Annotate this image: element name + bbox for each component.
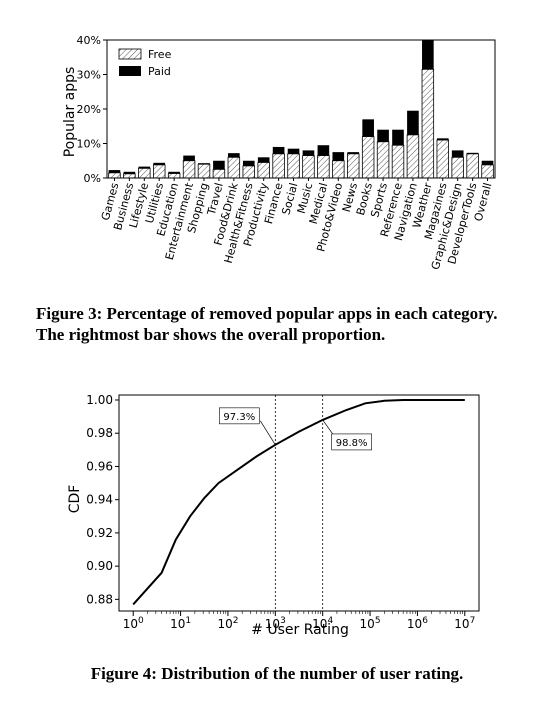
bar-paid-Utilities [153,162,166,165]
bar-paid-Photo&Video [332,152,345,161]
fig3-y-tick-label: 30% [77,69,101,82]
fig4-x-tick-label: 105 [360,616,381,631]
fig4-cdf-line [132,399,465,606]
legend-swatch-free [118,48,142,60]
bar-free-Reference [391,144,405,179]
bar-paid-Shopping [198,163,210,165]
bar-free-Education [167,173,181,179]
bar-free-Shopping [197,163,211,179]
fig4-y-tick-label: 0.88 [86,592,113,606]
fig3-y-tick-label: 40% [77,34,101,47]
fig4-y-tick-label: 0.92 [86,526,113,540]
fig4-x-tick-label: 102 [217,616,238,631]
fig4-x-tick-label: 100 [123,616,144,631]
bar-free-DeveloperTools [466,153,479,179]
fig4-y-label: CDF [67,485,83,514]
bar-paid-Graphic&Design [451,150,464,158]
bar-free-Food&Drink [227,156,241,179]
bar-free-Navigation [406,134,420,179]
bar-paid-Travel [213,160,225,170]
fig4-x-tick-label: 104 [312,616,333,631]
legend-label-paid: Paid [148,65,171,78]
bar-free-Photo&Video [332,160,345,179]
bar-paid-Food&Drink [228,153,240,158]
bar-paid-Weather [422,40,434,70]
bar-free-Graphic&Design [451,156,464,179]
bar-free-Lifestyle [138,167,151,179]
fig4-x-tick-label: 101 [170,616,191,631]
bar-free-Magazines [436,139,449,179]
fig4-annotation-box [219,407,260,425]
figure3-caption: Figure 3: Percentage of removed popular … [36,304,498,344]
fig3-legend: Free Paid [118,48,172,78]
fig4-y-tick-label: 1.00 [86,393,113,407]
bar-paid-Entertainment [183,155,195,161]
fig4-annotation-arrow [260,420,276,446]
bar-free-Weather [421,68,435,179]
fig4-annotation-label: 98.8% [336,438,368,449]
bar-paid-Reference [392,129,404,146]
bar-free-Books [361,136,375,179]
figure4-caption: Figure 4: Distribution of the number of … [90,664,464,683]
fig3-plot-frame [106,39,496,179]
bar-paid-Overall [481,160,494,165]
figure3-chart: Popular apps 0%10%20%30%40% GamesBusines… [62,34,496,271]
bar-paid-News [347,152,360,154]
bar-free-Finance [272,153,285,179]
bar-paid-Lifestyle [138,166,151,169]
legend-label-free: Free [148,48,172,61]
bar-paid-Business [123,171,136,174]
bar-free-Productivity [257,162,270,179]
fig3-y-tick-label: 10% [77,138,101,151]
fig4-y-tick-label: 0.90 [86,559,113,573]
bar-paid-Sports [377,129,389,142]
fig4-x-tick-label: 103 [265,616,286,631]
bar-paid-Music [302,150,315,156]
fig4-x-tick-label: 106 [407,616,428,631]
fig4-y-tick-label: 0.98 [86,426,113,440]
fig4-plot-frame [118,394,480,612]
bar-paid-Books [362,119,374,137]
figure4-chart: CDF # User Rating 0.88 0.90 0.92 0.94 0.96 0.… [67,393,480,638]
fig3-y-tick-label: 20% [77,103,101,116]
fig4-annotation-arrow [322,419,333,435]
bar-free-Music [302,155,315,179]
bar-paid-Medical [317,145,330,156]
bar-free-Games [108,172,121,179]
fig4-annotation-label: 97.3% [223,412,255,423]
fig4-x-label: # User Rating [251,622,349,638]
fig4-y-tick-label: 0.94 [86,493,113,507]
bar-free-Overall [481,164,494,179]
fig4-y-tick-label: 0.96 [86,459,113,473]
bar-free-Travel [212,168,226,179]
fig3-y-label: Popular apps [62,67,78,158]
bar-free-Health&Fitness [242,165,255,179]
bar-free-Business [123,173,136,179]
bar-free-Entertainment [182,160,196,179]
bar-paid-Health&Fitness [242,160,255,166]
bar-paid-Navigation [407,110,419,135]
bar-paid-Finance [272,146,285,154]
fig3-y-tick-label: 0% [84,172,101,185]
bar-paid-Productivity [257,157,270,163]
fig4-x-tick-label: 107 [454,616,475,631]
legend-swatch-paid [119,66,141,76]
bar-free-Sports [376,141,390,179]
bar-free-News [347,153,360,179]
bar-free-Utilities [153,164,166,179]
bar-paid-Games [108,170,121,173]
bar-paid-Social [287,148,300,154]
bar-free-Social [287,153,300,179]
bar-paid-DeveloperTools [466,152,479,154]
bar-free-Medical [317,155,330,179]
bar-paid-Magazines [436,138,449,141]
bar-paid-Education [168,171,180,174]
fig4-annotation-box [331,433,372,451]
